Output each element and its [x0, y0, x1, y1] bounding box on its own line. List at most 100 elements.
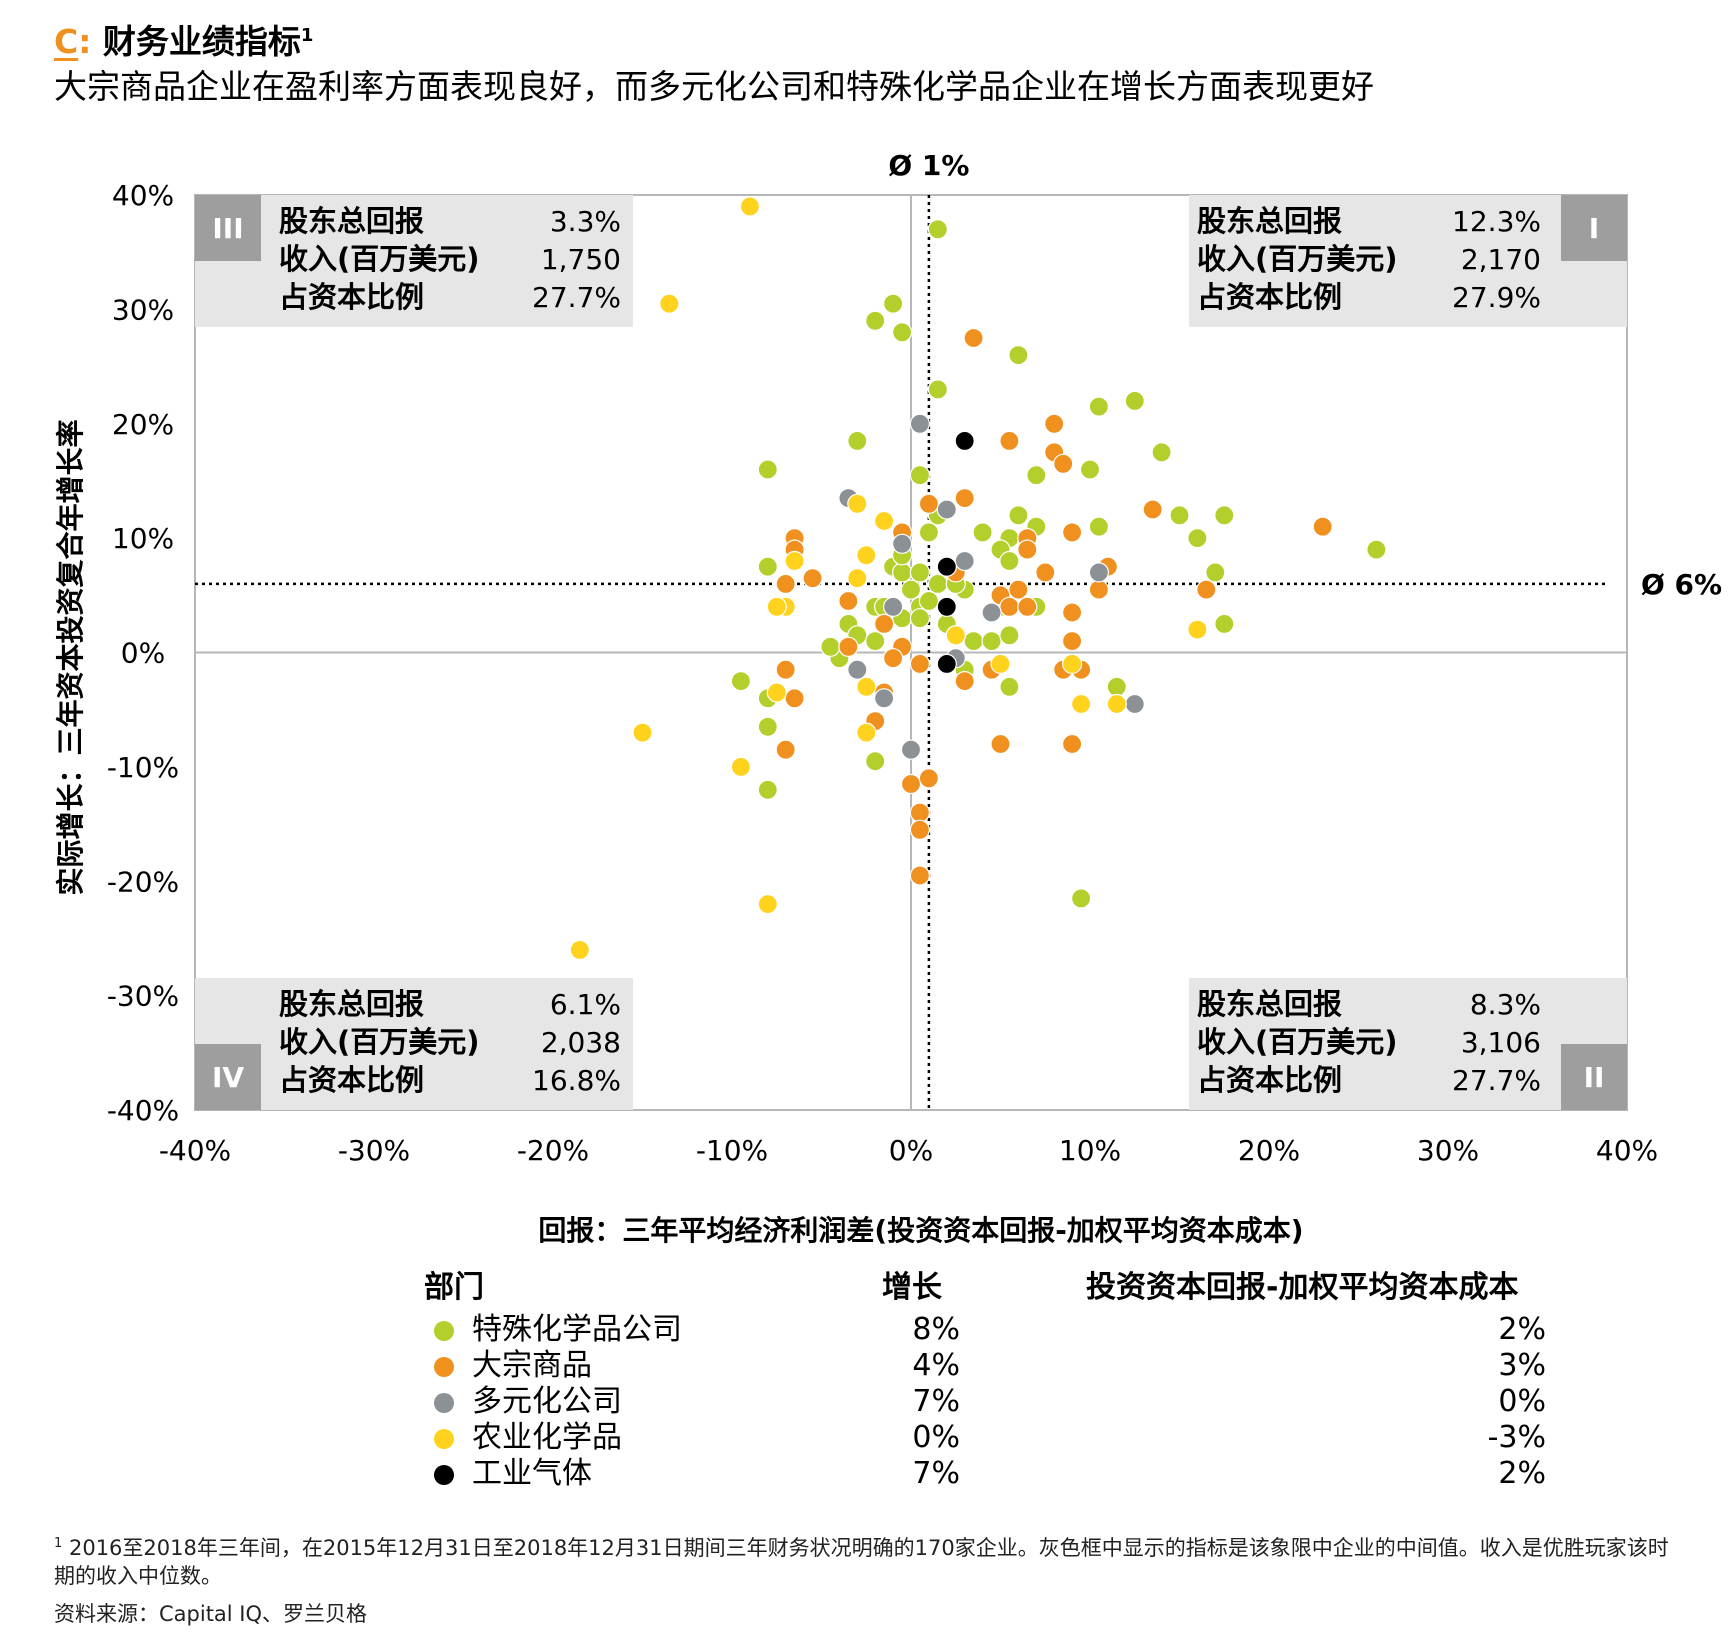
data-point [847, 659, 868, 680]
data-point [954, 670, 975, 692]
legend-spread-value: 3% [1498, 1348, 1546, 1383]
data-point [757, 716, 778, 737]
data-point [963, 327, 984, 349]
plot-frame [194, 194, 1628, 1111]
data-point [1017, 539, 1038, 560]
data-point [1070, 693, 1092, 715]
quadrant-metric-value: 27.7% [532, 281, 621, 314]
legend-spread-value: 0% [1498, 1384, 1546, 1419]
y-tick-label: -20% [107, 865, 179, 898]
y-axis-title: 实际增长：三年资本投资复合年增长率 [54, 419, 87, 895]
data-point [1106, 693, 1127, 715]
quadrant-box-bg [195, 195, 633, 327]
data-point [757, 893, 778, 915]
data-point [1061, 522, 1083, 543]
quadrant-metric-value: 12.3% [1452, 205, 1541, 238]
legend-row: 特殊化学品公司 8% 2% [420, 1312, 1560, 1348]
data-point [766, 682, 787, 703]
data-point [909, 865, 931, 886]
data-point [909, 608, 931, 629]
quadrant-metric-value: 1,750 [541, 243, 621, 276]
legend-header-segment: 部门 [424, 1270, 484, 1305]
quadrant-id-tab [1561, 195, 1627, 261]
data-point [1151, 442, 1172, 463]
legend-growth-value: 7% [912, 1384, 960, 1419]
quadrant-metric-value: 2,170 [1461, 243, 1541, 276]
data-point [909, 819, 931, 840]
data-point [981, 630, 1002, 652]
data-point [918, 768, 940, 789]
y-tick-label: 40% [112, 179, 174, 212]
data-point [1214, 613, 1235, 635]
data-point [757, 556, 778, 577]
data-point [569, 939, 590, 961]
data-point [954, 430, 975, 451]
y-tick-label: -10% [107, 751, 179, 784]
data-point [865, 751, 886, 772]
data-point [954, 488, 975, 509]
legend-header-spread: 投资资本回报-加权平均资本成本 [1086, 1270, 1519, 1305]
legend-row: 大宗商品 4% 3% [420, 1348, 1560, 1384]
legend-segment-name: 大宗商品 [472, 1348, 592, 1383]
quadrant-metric-value: 3,106 [1461, 1026, 1541, 1059]
data-point [1026, 465, 1047, 486]
quadrant-box-bg [1189, 978, 1627, 1110]
x-tick-label: -20% [517, 1134, 589, 1167]
data-point [891, 562, 913, 583]
series-农业化学品 [569, 196, 1208, 961]
x-tick-label: 0% [889, 1134, 933, 1167]
quadrant-metric-value: 2,038 [541, 1026, 621, 1059]
y-axis-ticks: 40% 30% 20% 10% 0% -10% -20% -30% -40% [107, 179, 179, 1127]
data-point [918, 522, 940, 543]
quadrant-metric-value: 6.1% [550, 988, 621, 1021]
quadrant-id-tab [195, 195, 261, 261]
data-point [891, 322, 913, 343]
data-point [757, 459, 778, 480]
data-point [981, 602, 1002, 623]
data-point [1214, 505, 1235, 526]
data-point [999, 430, 1020, 451]
quadrant-metric-label: 占资本比例 [279, 1063, 424, 1097]
data-point [775, 739, 796, 760]
quadrant-metric-value: 27.9% [1452, 281, 1541, 314]
data-point [766, 596, 787, 617]
data-point [1061, 653, 1083, 675]
legend-spread-value: 2% [1498, 1312, 1546, 1347]
data-point [999, 625, 1020, 646]
data-point [784, 688, 805, 709]
data-point [918, 493, 940, 514]
data-point [838, 590, 859, 612]
legend-growth-value: 7% [912, 1456, 960, 1491]
quadrant-id: I [1589, 212, 1599, 245]
data-point [1124, 390, 1145, 411]
data-point [927, 573, 949, 595]
data-point [865, 310, 886, 331]
data-point [1070, 888, 1092, 909]
legend-dot [434, 1321, 454, 1341]
data-point [1312, 516, 1333, 537]
legend-segment-name: 特殊化学品公司 [472, 1312, 682, 1347]
quadrant-metric-label: 收入(百万美元) [279, 242, 480, 276]
data-point [659, 293, 680, 314]
data-point [882, 596, 904, 617]
data-point [784, 550, 805, 572]
data-point [954, 550, 975, 572]
data-point [909, 465, 931, 486]
avg-x-label: Ø 1% [888, 149, 969, 182]
data-point [856, 545, 877, 566]
quadrant-metric-value: 8.3% [1470, 988, 1541, 1021]
quadrant-metric-value: 27.7% [1452, 1064, 1541, 1097]
quadrant-id-tab [1561, 1044, 1627, 1110]
y-tick-label: 30% [112, 293, 174, 326]
data-point [900, 773, 922, 795]
legend-dot [434, 1357, 454, 1377]
footnote: 1 2016至2018年三年间，在2015年12月31日至2018年12月31日… [54, 1530, 1674, 1590]
data-point [1053, 453, 1074, 474]
data-point [873, 510, 895, 532]
data-point [1124, 693, 1145, 715]
data-point [1088, 579, 1110, 600]
data-point [1035, 562, 1056, 583]
y-tick-label: 0% [121, 637, 165, 670]
x-tick-label: -40% [159, 1134, 231, 1167]
data-point [891, 533, 913, 554]
